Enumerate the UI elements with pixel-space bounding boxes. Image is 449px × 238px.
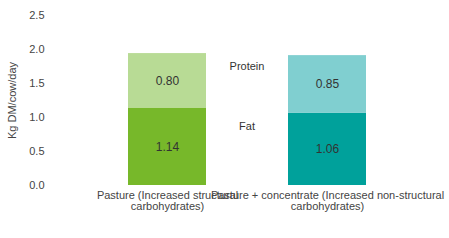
svg-text:1.0: 1.0: [29, 111, 44, 123]
svg-text:Pasture + concentrate (Increas: Pasture + concentrate (Increased non-str…: [211, 189, 444, 212]
svg-text:0.5: 0.5: [29, 145, 44, 157]
svg-text:2.5: 2.5: [29, 9, 44, 21]
html-text:carbohydrates): carbohydrates): [130, 200, 205, 213]
svg-text:1.14: 1.14: [156, 140, 180, 154]
svg-text:2.0: 2.0: [29, 43, 44, 55]
html-text:Pasture (Increased structural: Pasture (Increased structural: [96, 189, 239, 202]
svg-text:Protein: Protein: [230, 60, 265, 72]
svg-text:Fat: Fat: [239, 120, 255, 132]
svg-text:0.85: 0.85: [316, 77, 340, 91]
svg-text:Kg DM/cow/day: Kg DM/cow/day: [6, 61, 18, 139]
svg-text:1.06: 1.06: [316, 142, 340, 156]
svg-text:0.80: 0.80: [156, 74, 180, 88]
svg-text:1.5: 1.5: [29, 77, 44, 89]
svg-text:0.0: 0.0: [29, 179, 44, 191]
